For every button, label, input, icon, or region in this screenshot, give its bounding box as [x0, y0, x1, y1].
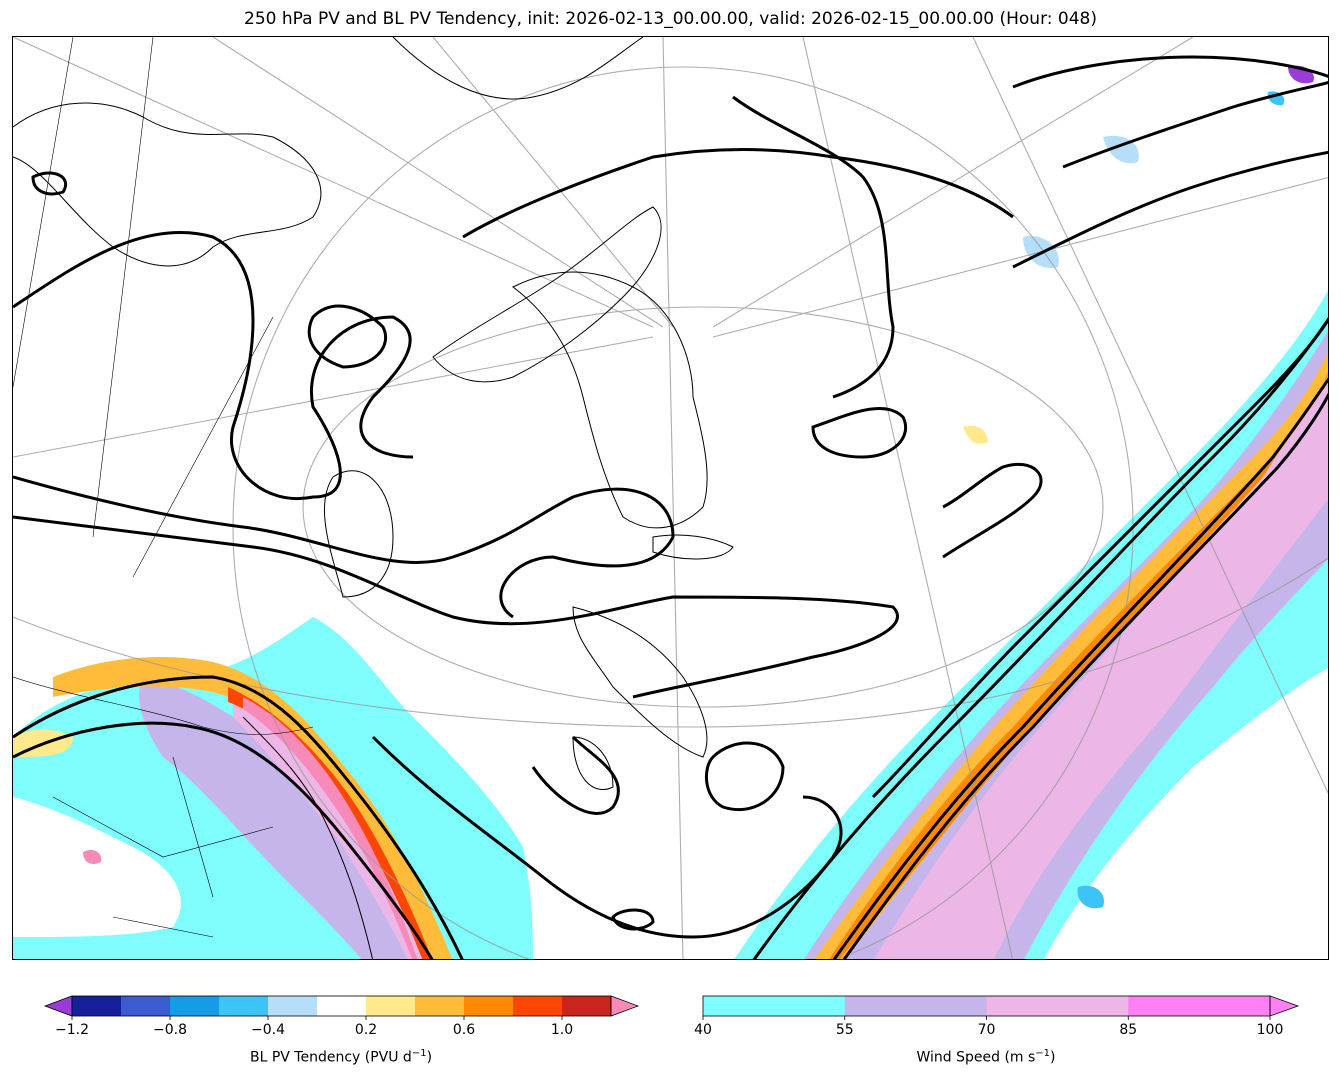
- wind-colorbar-bin: [986, 996, 1129, 1016]
- pv-contour-12: [1012, 55, 1328, 89]
- coast-uk: [572, 736, 614, 790]
- pv-colorbar-bin: [72, 996, 122, 1016]
- wind-speed-colorbar: 40 55 70 85 100 Wind Speed (m s−1): [694, 995, 1300, 1076]
- coast-baffin-island: [432, 206, 662, 383]
- pv-contour-6: [371, 735, 843, 939]
- meridian-6: [972, 37, 1328, 795]
- wind-colorbar-tick-label: 100: [1256, 1022, 1284, 1038]
- pv-contour-4: [13, 675, 464, 959]
- map-canvas: [13, 37, 1328, 959]
- pv-contour-19: [811, 407, 907, 459]
- pv-contour-5: [13, 721, 434, 959]
- pv-colorbar-bin: [170, 996, 220, 1016]
- latitude-circle-mid: [302, 306, 1104, 708]
- pv-colorbar-bin: [219, 996, 269, 1016]
- wind-gap-west: [13, 797, 181, 937]
- pv-colorbar-bin: [415, 996, 465, 1016]
- coast-iceland: [652, 534, 734, 560]
- meridian-2: [212, 37, 664, 328]
- wind-colorbar-tick-label: 55: [835, 1022, 854, 1038]
- pv-contour-13: [1062, 80, 1328, 169]
- wind-colorbar-tick-label: 85: [1119, 1022, 1138, 1038]
- pv-colorbar-frame: [71, 995, 612, 1017]
- pv-colorbar-bin: [562, 996, 612, 1016]
- pv-colorbar-bin: [317, 996, 367, 1016]
- pv-contour-15: [752, 317, 1328, 959]
- border-us-states: [52, 756, 274, 938]
- pv-colorbar-bin: [268, 996, 318, 1016]
- wind-colorbar-tick-label: 70: [977, 1022, 996, 1038]
- pv-fill-positive-west: [53, 657, 453, 959]
- wind-colorbar-max-extension: [1269, 995, 1300, 1017]
- coast-scandinavia: [572, 606, 708, 758]
- meridian-7: [712, 37, 1194, 328]
- pv-contour-18: [842, 392, 1328, 959]
- pv-contour-10: [462, 148, 1014, 239]
- wind-colorbar-label-exponent: −1: [1035, 1048, 1051, 1059]
- wind-colorbar-label-close: ): [1050, 1049, 1056, 1066]
- wind-colorbar-bin: [703, 996, 846, 1016]
- pv-colorbar-max-extension: [610, 995, 640, 1017]
- pv-colorbar-label-text: BL PV Tendency (PVU d: [249, 1049, 412, 1066]
- coast-greenland: [512, 271, 708, 529]
- pv-contour-9: [307, 304, 387, 369]
- wind-colorbar-bin: [1128, 996, 1271, 1016]
- pv-colorbar-tick-label: 0.2: [354, 1022, 378, 1038]
- pv-fill-strong-west: [228, 687, 433, 959]
- pv-contours: [13, 55, 1328, 959]
- pv-tendency-colorbar: −1.2 −0.8 −0.4 0.2 0.6 1.0 BL PV Tendency (PV…: [43, 995, 640, 1076]
- map-title: 250 hPa PV and BL PV Tendency, init: 202…: [244, 9, 1097, 29]
- meridian-5: [802, 37, 1014, 959]
- wind-colorbar-label-text: Wind Speed (m s: [916, 1049, 1036, 1066]
- coast-east-coast: [242, 716, 374, 959]
- wind-colorbar-tick-label: 40: [694, 1022, 712, 1038]
- pv-fill-yellow-mid: [963, 425, 988, 444]
- pv-fill-pink-spot: [83, 850, 102, 864]
- pv-contour-11: [732, 95, 895, 399]
- meridian-9: [712, 176, 1328, 338]
- map-panel[interactable]: [12, 36, 1329, 960]
- pv-contour-2: [13, 475, 675, 619]
- coast-canada-arctic: [13, 102, 322, 267]
- pv-colorbar-strip: [43, 995, 640, 1020]
- meridian-1: [13, 37, 654, 328]
- wind-fill-55-west: [139, 677, 433, 959]
- pv-contour-21: [611, 908, 655, 931]
- wind-colorbar-label: Wind Speed (m s−1): [916, 1048, 1055, 1066]
- coast-siberia: [392, 37, 644, 100]
- pv-colorbar-tick-label: −1.2: [55, 1022, 89, 1038]
- pv-colorbar-bin: [366, 996, 416, 1016]
- border-us-canada: [13, 676, 314, 735]
- pv-colorbar-min-extension: [43, 995, 73, 1017]
- pv-colorbar-tick-label: 0.6: [452, 1022, 476, 1038]
- pv-colorbar-tick-label: 1.0: [550, 1022, 574, 1038]
- meridian-8: [13, 336, 654, 458]
- pv-colorbar-tick-label: −0.4: [251, 1022, 285, 1038]
- pv-contour-3: [13, 515, 899, 699]
- wind-colorbar-bin: [844, 996, 987, 1016]
- pv-contour-8: [531, 735, 620, 815]
- pv-contour-1: [13, 231, 414, 500]
- wind-fill-40-east: [734, 290, 1328, 959]
- pv-contour-22: [31, 171, 67, 196]
- pv-colorbar-bin: [513, 996, 563, 1016]
- pv-colorbar-tick-label: −0.8: [153, 1022, 187, 1038]
- pv-contour-20: [942, 462, 1043, 559]
- pv-colorbar-label-close: ): [426, 1049, 433, 1066]
- pv-fill-blue-spot: [1077, 885, 1104, 909]
- pv-contour-16: [871, 317, 1328, 799]
- coast-hudson-bay: [323, 470, 394, 598]
- wind-colorbar-strip: [702, 995, 1300, 1020]
- pv-contour-7: [704, 741, 785, 812]
- pv-contour-14: [1012, 150, 1328, 269]
- pv-colorbar-label: BL PV Tendency (PVU d−1): [250, 1048, 432, 1066]
- meridian-3: [432, 37, 674, 328]
- meridian-4: [662, 37, 684, 959]
- pv-contour-17: [832, 377, 1328, 959]
- pv-colorbar-bin: [464, 996, 514, 1016]
- pv-colorbar-bin: [121, 996, 171, 1016]
- pv-colorbar-label-exponent: −1: [411, 1048, 427, 1059]
- wind-fill-70-east: [874, 370, 1328, 959]
